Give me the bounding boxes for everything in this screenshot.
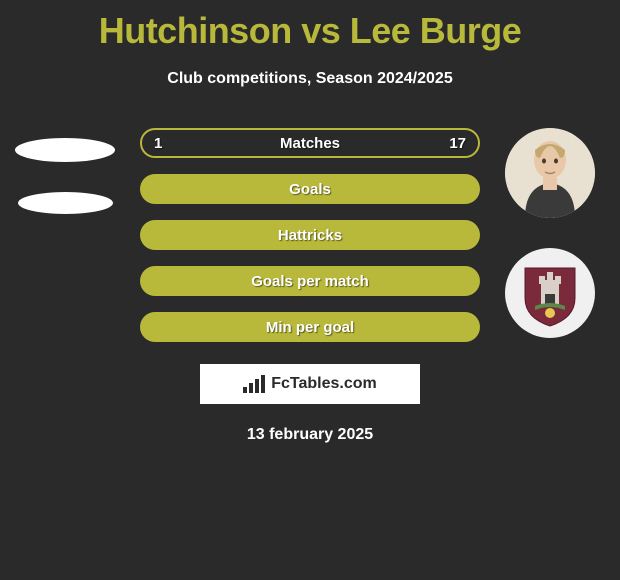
stat-bar-min-per-goal: Min per goal [140, 312, 480, 342]
stat-bar-goals: Goals [140, 174, 480, 204]
source-logo[interactable]: FcTables.com [200, 364, 420, 404]
player-headshot-icon [505, 128, 595, 218]
bar-chart-icon [243, 375, 265, 393]
stat-label: Hattricks [278, 227, 342, 244]
stat-bar-matches: 1 Matches 17 [140, 128, 480, 158]
stat-bar-goals-per-match: Goals per match [140, 266, 480, 296]
player-avatar [505, 128, 595, 218]
stat-label: Goals [289, 181, 331, 198]
stat-label: Goals per match [251, 273, 369, 290]
right-image-column [500, 128, 600, 338]
club-crest-icon [515, 258, 585, 328]
stat-label: Min per goal [266, 319, 354, 336]
date-text: 13 february 2025 [0, 426, 620, 444]
page-subtitle: Club competitions, Season 2024/2025 [0, 70, 620, 88]
source-logo-text: FcTables.com [271, 375, 377, 393]
club-crest [505, 248, 595, 338]
stat-right-value: 17 [449, 135, 466, 152]
page-title: Hutchinson vs Lee Burge [0, 0, 620, 52]
crest-placeholder-ellipse [18, 192, 113, 214]
player-placeholder-ellipse [15, 138, 115, 162]
stat-left-value: 1 [154, 135, 162, 152]
stat-bars: 1 Matches 17 Goals Hattricks Goals per m… [140, 128, 480, 342]
stat-label: Matches [280, 135, 340, 152]
stat-bar-hattricks: Hattricks [140, 220, 480, 250]
left-image-column [10, 128, 120, 214]
stats-area: 1 Matches 17 Goals Hattricks Goals per m… [0, 128, 620, 444]
